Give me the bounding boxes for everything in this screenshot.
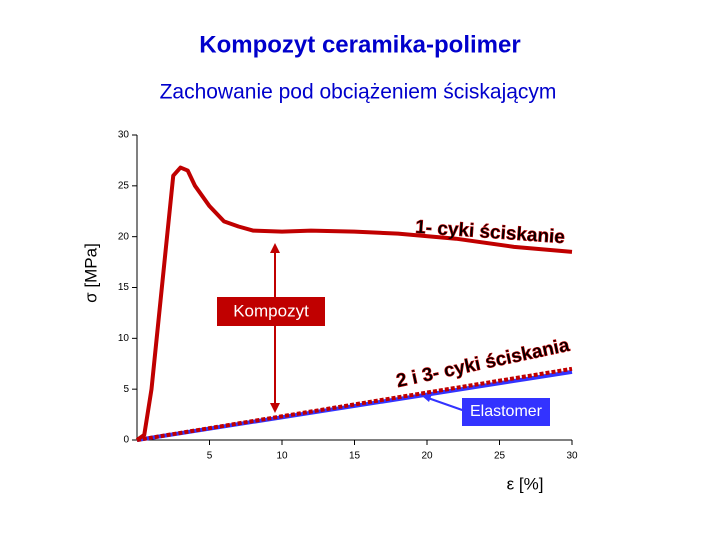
arrow-head bbox=[270, 243, 280, 253]
pointer-arrow bbox=[427, 397, 466, 412]
legend-label: Kompozyt bbox=[233, 301, 309, 320]
y-tick-label: 15 bbox=[118, 282, 130, 293]
chart-title: Kompozyt ceramika-polimer bbox=[199, 31, 520, 58]
x-tick-label: 5 bbox=[207, 451, 213, 462]
plot-area: 0 5 10 15 20 25 30 5 10 15 20 25 30 bbox=[118, 130, 578, 462]
y-tick-label: 10 bbox=[118, 333, 130, 344]
x-tick-label: 25 bbox=[494, 451, 506, 462]
arrow-head bbox=[270, 403, 280, 413]
y-axis-label: σ [MPa] bbox=[81, 243, 100, 303]
y-tick-label: 0 bbox=[123, 435, 129, 446]
chart-subtitle: Zachowanie pod obciążeniem ściskającym bbox=[160, 81, 557, 104]
arrow-head bbox=[422, 394, 432, 402]
series-line bbox=[135, 165, 573, 442]
x-tick-label: 15 bbox=[349, 451, 361, 462]
label-box bbox=[217, 297, 325, 326]
x-axis-label: ε [%] bbox=[507, 474, 544, 493]
y-tick-label: 30 bbox=[118, 130, 130, 141]
x-tick-label: 10 bbox=[276, 451, 288, 462]
y-tick-label: 25 bbox=[118, 180, 130, 191]
y-tick-label: 20 bbox=[118, 231, 130, 242]
label-box bbox=[462, 398, 550, 426]
y-tick-label: 5 bbox=[123, 384, 129, 395]
x-tick-label: 30 bbox=[566, 451, 578, 462]
series-line bbox=[136, 366, 573, 442]
legend-label: Elastomer bbox=[470, 403, 543, 420]
x-tick-label: 20 bbox=[421, 451, 433, 462]
